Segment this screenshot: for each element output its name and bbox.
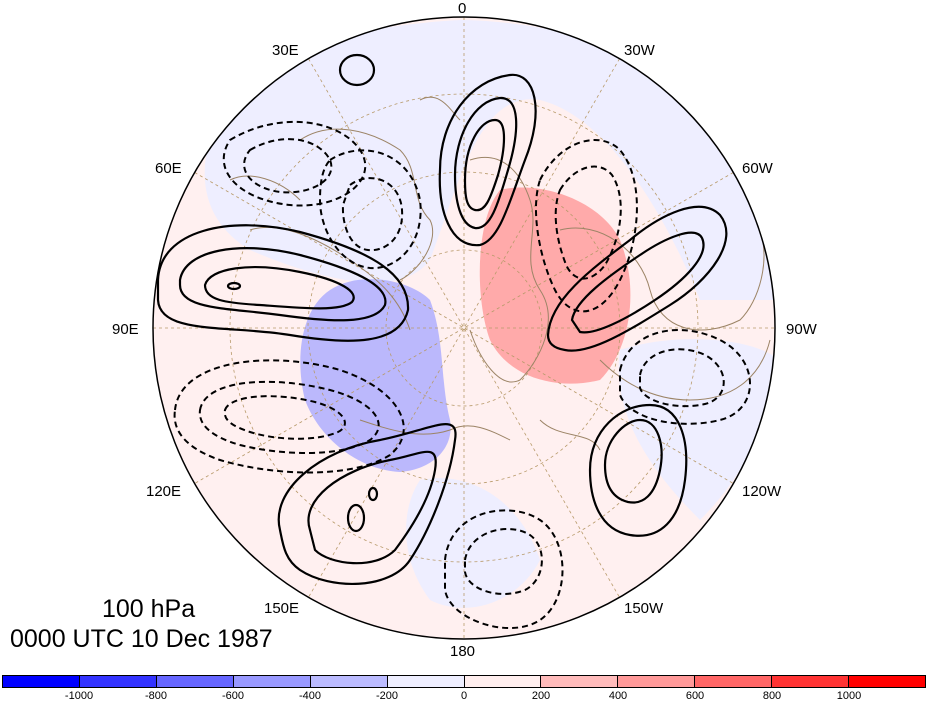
negative-contours — [173, 120, 751, 629]
colorbar-segment — [541, 676, 619, 687]
lon-label-30w: 30W — [624, 42, 655, 59]
colorbar-tick-label: 800 — [762, 690, 782, 702]
lon-label-0: 0 — [458, 0, 467, 17]
colorbar-tick-label: 600 — [685, 690, 705, 702]
colorbar-segment — [79, 676, 157, 687]
colorbar-tick-label: 0 — [460, 690, 468, 702]
colorbar-segment — [387, 676, 465, 687]
positive-contours — [156, 53, 728, 585]
colorbar-tick-label: -400 — [298, 690, 322, 702]
light-blue-shading — [406, 478, 540, 608]
colorbar-segment — [3, 676, 80, 687]
colorbar — [2, 675, 926, 688]
colorbar-tick-label: -600 — [221, 690, 245, 702]
colorbar-tick-label: -200 — [375, 690, 399, 702]
colorbar-segment — [772, 676, 850, 687]
colorbar-segment — [695, 676, 773, 687]
negative-shading — [300, 279, 451, 472]
map-boundary — [152, 16, 776, 640]
colorbar-tick-label: -800 — [144, 690, 168, 702]
lon-label-60e: 60E — [155, 160, 182, 177]
lon-label-60w: 60W — [742, 160, 773, 177]
positive-shading — [479, 187, 631, 384]
light-blue-shading — [618, 339, 775, 520]
lon-label-30e: 30E — [272, 42, 299, 59]
colorbar-tick-label: 400 — [608, 690, 628, 702]
lon-label-90w: 90W — [786, 321, 817, 338]
colorbar-segment — [849, 676, 926, 687]
colorbar-tick-label: 200 — [531, 690, 551, 702]
colorbar-segment — [310, 676, 388, 687]
lon-label-90e: 90E — [112, 321, 139, 338]
colorbar-tick-label: 1000 — [836, 690, 862, 702]
colorbar-tick-label: -1000 — [64, 690, 94, 702]
timestamp-caption: 0000 UTC 10 Dec 1987 — [10, 625, 273, 653]
lon-label-120e: 120E — [146, 483, 182, 500]
colorbar-segment — [233, 676, 311, 687]
lon-label-150e: 150E — [264, 600, 300, 617]
colorbar-segment — [156, 676, 234, 687]
colorbar-segment — [464, 676, 542, 687]
colorbar-segment — [618, 676, 696, 687]
lon-label-180: 180 — [450, 643, 476, 660]
lon-label-120w: 120W — [742, 483, 782, 500]
pressure-level-caption: 100 hPa — [102, 595, 196, 623]
lon-label-150w: 150W — [624, 600, 664, 617]
